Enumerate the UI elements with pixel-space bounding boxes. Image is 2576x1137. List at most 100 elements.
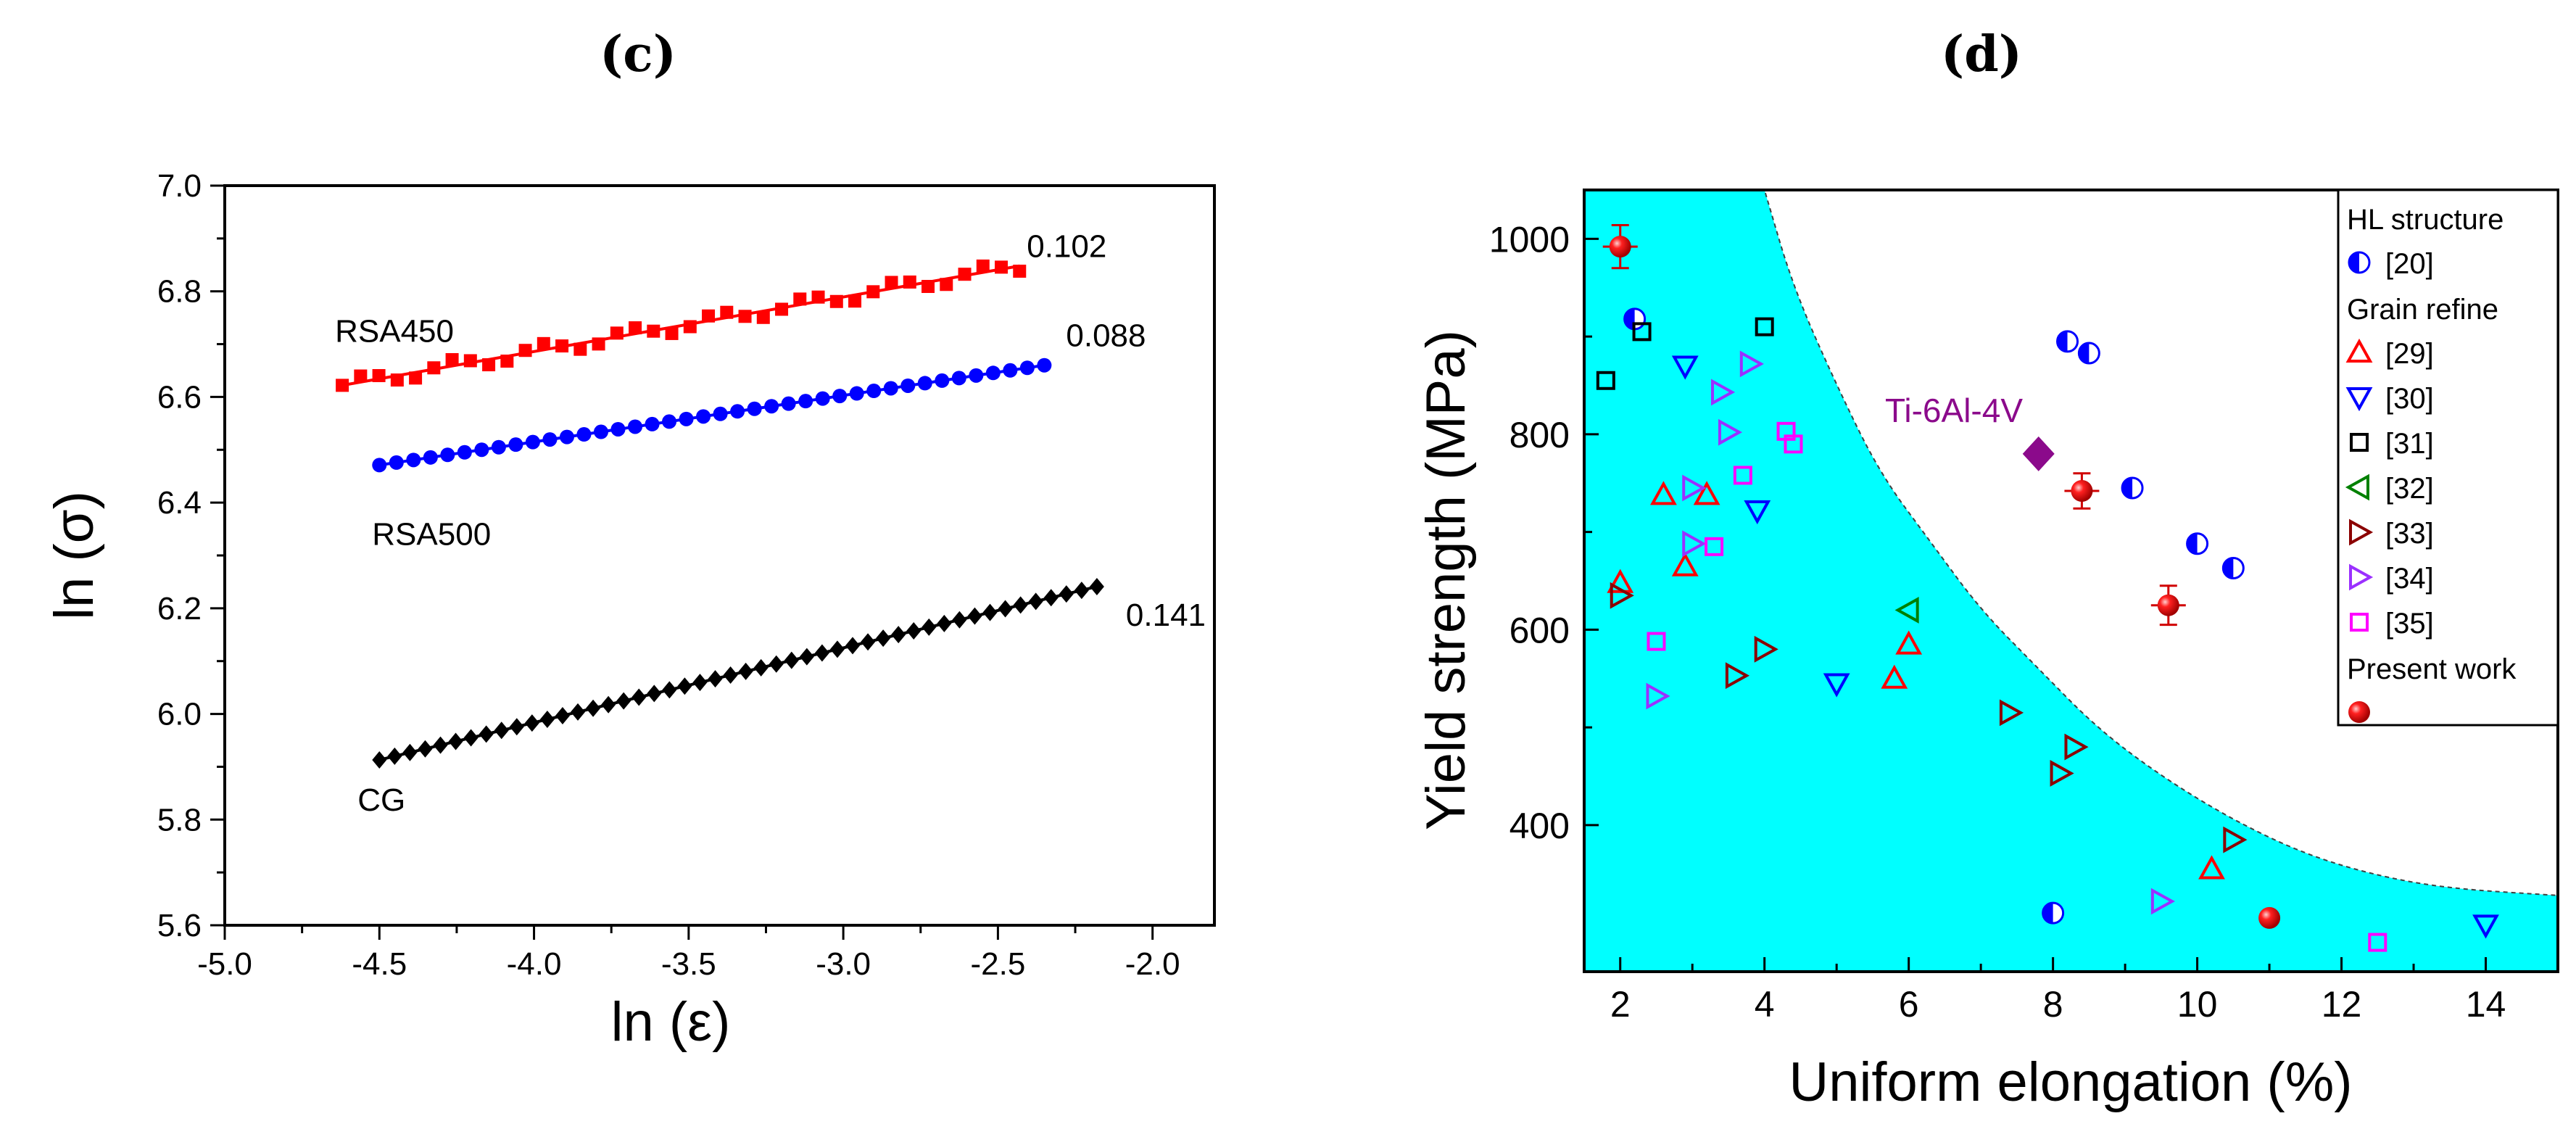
d-point [1718,418,1743,446]
c-point [753,658,769,677]
c-point [861,633,876,651]
c-point [900,378,916,393]
c-point [906,621,922,640]
c-point [647,685,662,703]
halfcircle-fill [2349,252,2359,273]
legend-entry-label: [34] [2385,563,2434,595]
c-point [1089,577,1104,595]
panel-d-label: (d) [1941,25,2022,83]
c-point [738,310,752,323]
c-point [985,365,1001,381]
halfcircle-fill [2079,343,2090,364]
legend-entry-label: [20] [2385,248,2434,280]
c-point [433,736,448,754]
c-point [576,427,592,442]
c-point [372,368,386,382]
c-y-tick-label: 5.8 [157,802,202,838]
legend-marker [2348,701,2370,723]
c-x-tick-label: -3.0 [816,946,871,982]
d-point [1646,682,1670,710]
d-point [1693,481,1720,505]
c-point [1043,589,1059,607]
d-point [1682,530,1707,558]
legend-marker [2350,433,2369,452]
d-point [2472,914,2499,939]
c-point [586,699,601,717]
d-point [1609,236,1631,258]
c-point [610,326,624,340]
halfcircle-fill [2057,331,2068,352]
c-point [799,648,814,666]
legend-marker [2345,387,2373,412]
c-point [571,703,586,721]
d-series-present-work [1602,224,2281,929]
c-point [509,718,524,736]
c-point [390,373,404,387]
c-point [409,371,423,385]
c-x-tick-label: -5.0 [197,946,252,982]
d-point [2077,342,2100,365]
legend-entry-label: [30] [2385,383,2434,415]
legend-header: Present work [2347,653,2517,685]
c-point [592,337,605,351]
d-point [1739,350,1764,378]
d-point [1682,474,1707,502]
d-x-tick-label: 8 [2043,984,2063,1025]
legend-marker [2345,338,2373,363]
c-slope-label: 0.102 [1027,229,1106,265]
c-series-cg: CG 0.141 [357,577,1206,818]
panel-d-x-axis-label: Uniform elongation (%) [1789,1051,2352,1113]
c-point [832,389,848,404]
c-point [525,434,540,450]
panel-d: (d) 2 4 6 8 10 12 14 400 600 800 1000 Ti-6Al-4V HL… [1415,25,2559,1113]
c-series-rsa450: RSA450 0.102 [335,229,1106,392]
d-x-tick-label: 10 [2177,984,2218,1025]
c-point [491,439,506,455]
c-point [677,677,692,695]
c-point [1074,582,1089,600]
d-series-ti-6al-4v [2022,436,2055,471]
c-point [559,429,574,445]
d-point [2121,476,2144,500]
legend-entry-label: [33] [2385,518,2434,550]
c-point [866,285,880,299]
d-point [1784,434,1803,454]
c-x-tick-label: -4.0 [507,946,562,982]
c-point [628,419,643,434]
c-point [372,751,387,769]
c-point [573,342,587,356]
c-point [500,355,514,368]
d-point [2258,906,2281,929]
d-series-32 [1894,597,1919,624]
c-point [1013,264,1027,278]
d-x-tick-label: 6 [1899,984,1919,1025]
c-point [683,320,697,334]
c-point [730,404,745,419]
c-point [995,260,1009,274]
d-y-tick-label: 800 [1509,415,1570,455]
c-point [474,442,489,458]
c-point [1019,360,1035,376]
c-point [713,406,728,421]
c-point [1037,357,1052,373]
d-point [1895,630,1923,655]
c-x-tick-label: -2.5 [970,946,1025,982]
c-point [891,626,906,644]
legend-header: Grain refine [2347,294,2498,326]
c-point [616,692,631,710]
d-y-tick-label: 600 [1509,610,1570,650]
c-point [738,662,753,680]
d-series-20 [1623,307,2245,925]
c-point [940,278,953,292]
panel-c-series: RSA450 0.102 RSA500 0.088 CG 0.141 [335,229,1206,818]
c-point [922,618,937,636]
c-y-tick-label: 6.0 [157,697,202,732]
d-point [1705,537,1724,556]
c-point [845,637,861,655]
d-point [2064,733,2089,761]
c-point [542,432,558,447]
legend-entry-label: [29] [2385,338,2434,370]
c-point [958,268,972,281]
ti64-annotation: Ti-6Al-4V [1885,392,2023,429]
